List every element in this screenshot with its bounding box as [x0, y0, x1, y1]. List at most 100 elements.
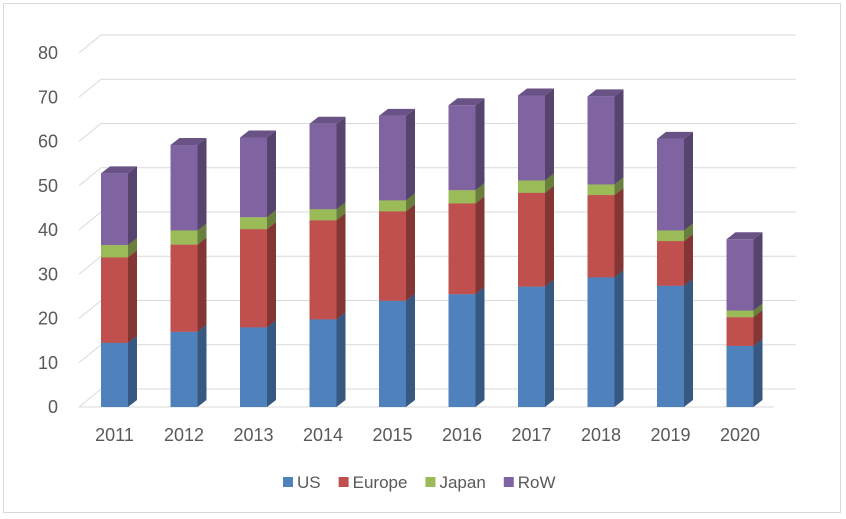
bar-segment-us: [379, 293, 415, 407]
y-tick-label: 10: [38, 353, 58, 373]
legend-swatch: [503, 477, 514, 487]
bar-segment-row: [379, 108, 415, 201]
bar-side: [475, 183, 485, 204]
bar-side: [267, 210, 276, 230]
legend-item-japan: Japan: [425, 473, 486, 492]
legend-label: Europe: [353, 473, 408, 492]
bar-front: [726, 317, 754, 346]
bar-top: [101, 166, 137, 174]
bar-front: [587, 96, 615, 185]
bar-front: [101, 245, 128, 258]
bar-front: [448, 105, 476, 191]
legend-item-europe: Europe: [338, 473, 408, 492]
bar-stack-2015: [379, 108, 415, 407]
bar-front: [726, 345, 754, 407]
bar-segment-row: [309, 116, 346, 210]
y-tick-label: 80: [38, 43, 58, 63]
bar-top: [657, 131, 693, 139]
bar-segment-row: [240, 130, 276, 218]
bar-segment-row: [170, 138, 207, 231]
bar-front: [101, 173, 128, 246]
bar-stack-2012: [170, 138, 207, 407]
bar-segment-us: [170, 324, 207, 407]
legend-swatch: [338, 477, 349, 487]
bar-segment-row: [101, 166, 137, 246]
bar-side: [406, 193, 415, 212]
bar-segment-europe: [448, 196, 485, 295]
legend-swatch: [283, 477, 293, 487]
y-tick-label: 30: [38, 264, 58, 284]
bar-segment-row: [518, 88, 554, 181]
bar-segment-europe: [657, 234, 693, 286]
bar-side: [545, 185, 554, 287]
bar-side: [197, 237, 207, 332]
bar-front: [657, 241, 684, 286]
bar-segment-us: [448, 287, 485, 407]
bar-segment-us: [101, 335, 137, 407]
bar-front: [518, 95, 545, 181]
bar-side: [753, 232, 763, 311]
bar-front: [518, 286, 545, 407]
bar-side: [267, 320, 276, 407]
bar-segment-us: [587, 270, 624, 407]
x-tick-label: 2016: [442, 425, 482, 445]
bar-front: [448, 203, 476, 295]
bar-front: [379, 200, 406, 212]
y-tick-label: 70: [38, 87, 58, 107]
bar-side: [336, 312, 346, 407]
bar-side: [128, 166, 137, 246]
bar-stack-2019: [657, 131, 693, 407]
bar-stack-2013: [240, 130, 276, 407]
bar-stack-2017: [518, 88, 554, 407]
x-tick-label: 2012: [164, 425, 204, 445]
bar-side: [545, 173, 554, 193]
bar-side: [336, 116, 346, 210]
x-tick-label: 2017: [511, 425, 551, 445]
bar-side: [545, 88, 554, 181]
bar-stack-2020: [726, 232, 763, 407]
bar-segment-row: [448, 98, 485, 191]
bar-segment-europe: [101, 250, 137, 343]
bar-side: [753, 338, 763, 407]
bar-side: [197, 324, 207, 407]
bar-front: [587, 277, 615, 407]
bar-top: [726, 232, 763, 240]
y-tick-label: 20: [38, 309, 58, 329]
bar-side: [684, 278, 693, 407]
bar-front: [448, 190, 476, 204]
y-tick-label: 40: [38, 220, 58, 240]
bar-front: [518, 192, 545, 287]
gridline: [78, 78, 796, 98]
bar-front: [379, 115, 406, 201]
legend-label: RoW: [518, 473, 556, 492]
bar-stack-2018: [587, 89, 624, 407]
legend-swatch: [425, 477, 436, 487]
gridline: [78, 34, 796, 54]
bar-side: [614, 177, 624, 196]
bar-segment-europe: [587, 188, 624, 278]
bar-segment-europe: [379, 204, 415, 301]
bar-front: [448, 294, 476, 407]
bar-segment-us: [657, 278, 693, 407]
bar-side: [406, 108, 415, 201]
legend-label: Japan: [439, 473, 485, 492]
x-tick-label: 2013: [233, 425, 273, 445]
y-axis: 0 10 20 30 40 50 60 70 80: [38, 43, 58, 417]
bar-side: [128, 250, 137, 343]
bar-side: [684, 234, 693, 286]
bar-front: [587, 184, 615, 196]
bar-side: [267, 130, 276, 218]
bar-top: [309, 116, 346, 124]
bar-side: [753, 310, 763, 346]
bar-segment-us: [309, 312, 346, 407]
bar-top: [587, 89, 624, 97]
bar-front: [240, 229, 267, 328]
x-axis: 2011 2012 2013 2014 2015 2016 2017 2018 2019 2020: [95, 425, 760, 445]
bar-front: [726, 239, 754, 311]
bar-front: [309, 319, 337, 407]
bar-side: [197, 138, 207, 231]
bar-side: [128, 238, 137, 258]
bar-side: [475, 196, 485, 295]
bar-side: [406, 293, 415, 407]
legend-label: US: [297, 473, 321, 492]
